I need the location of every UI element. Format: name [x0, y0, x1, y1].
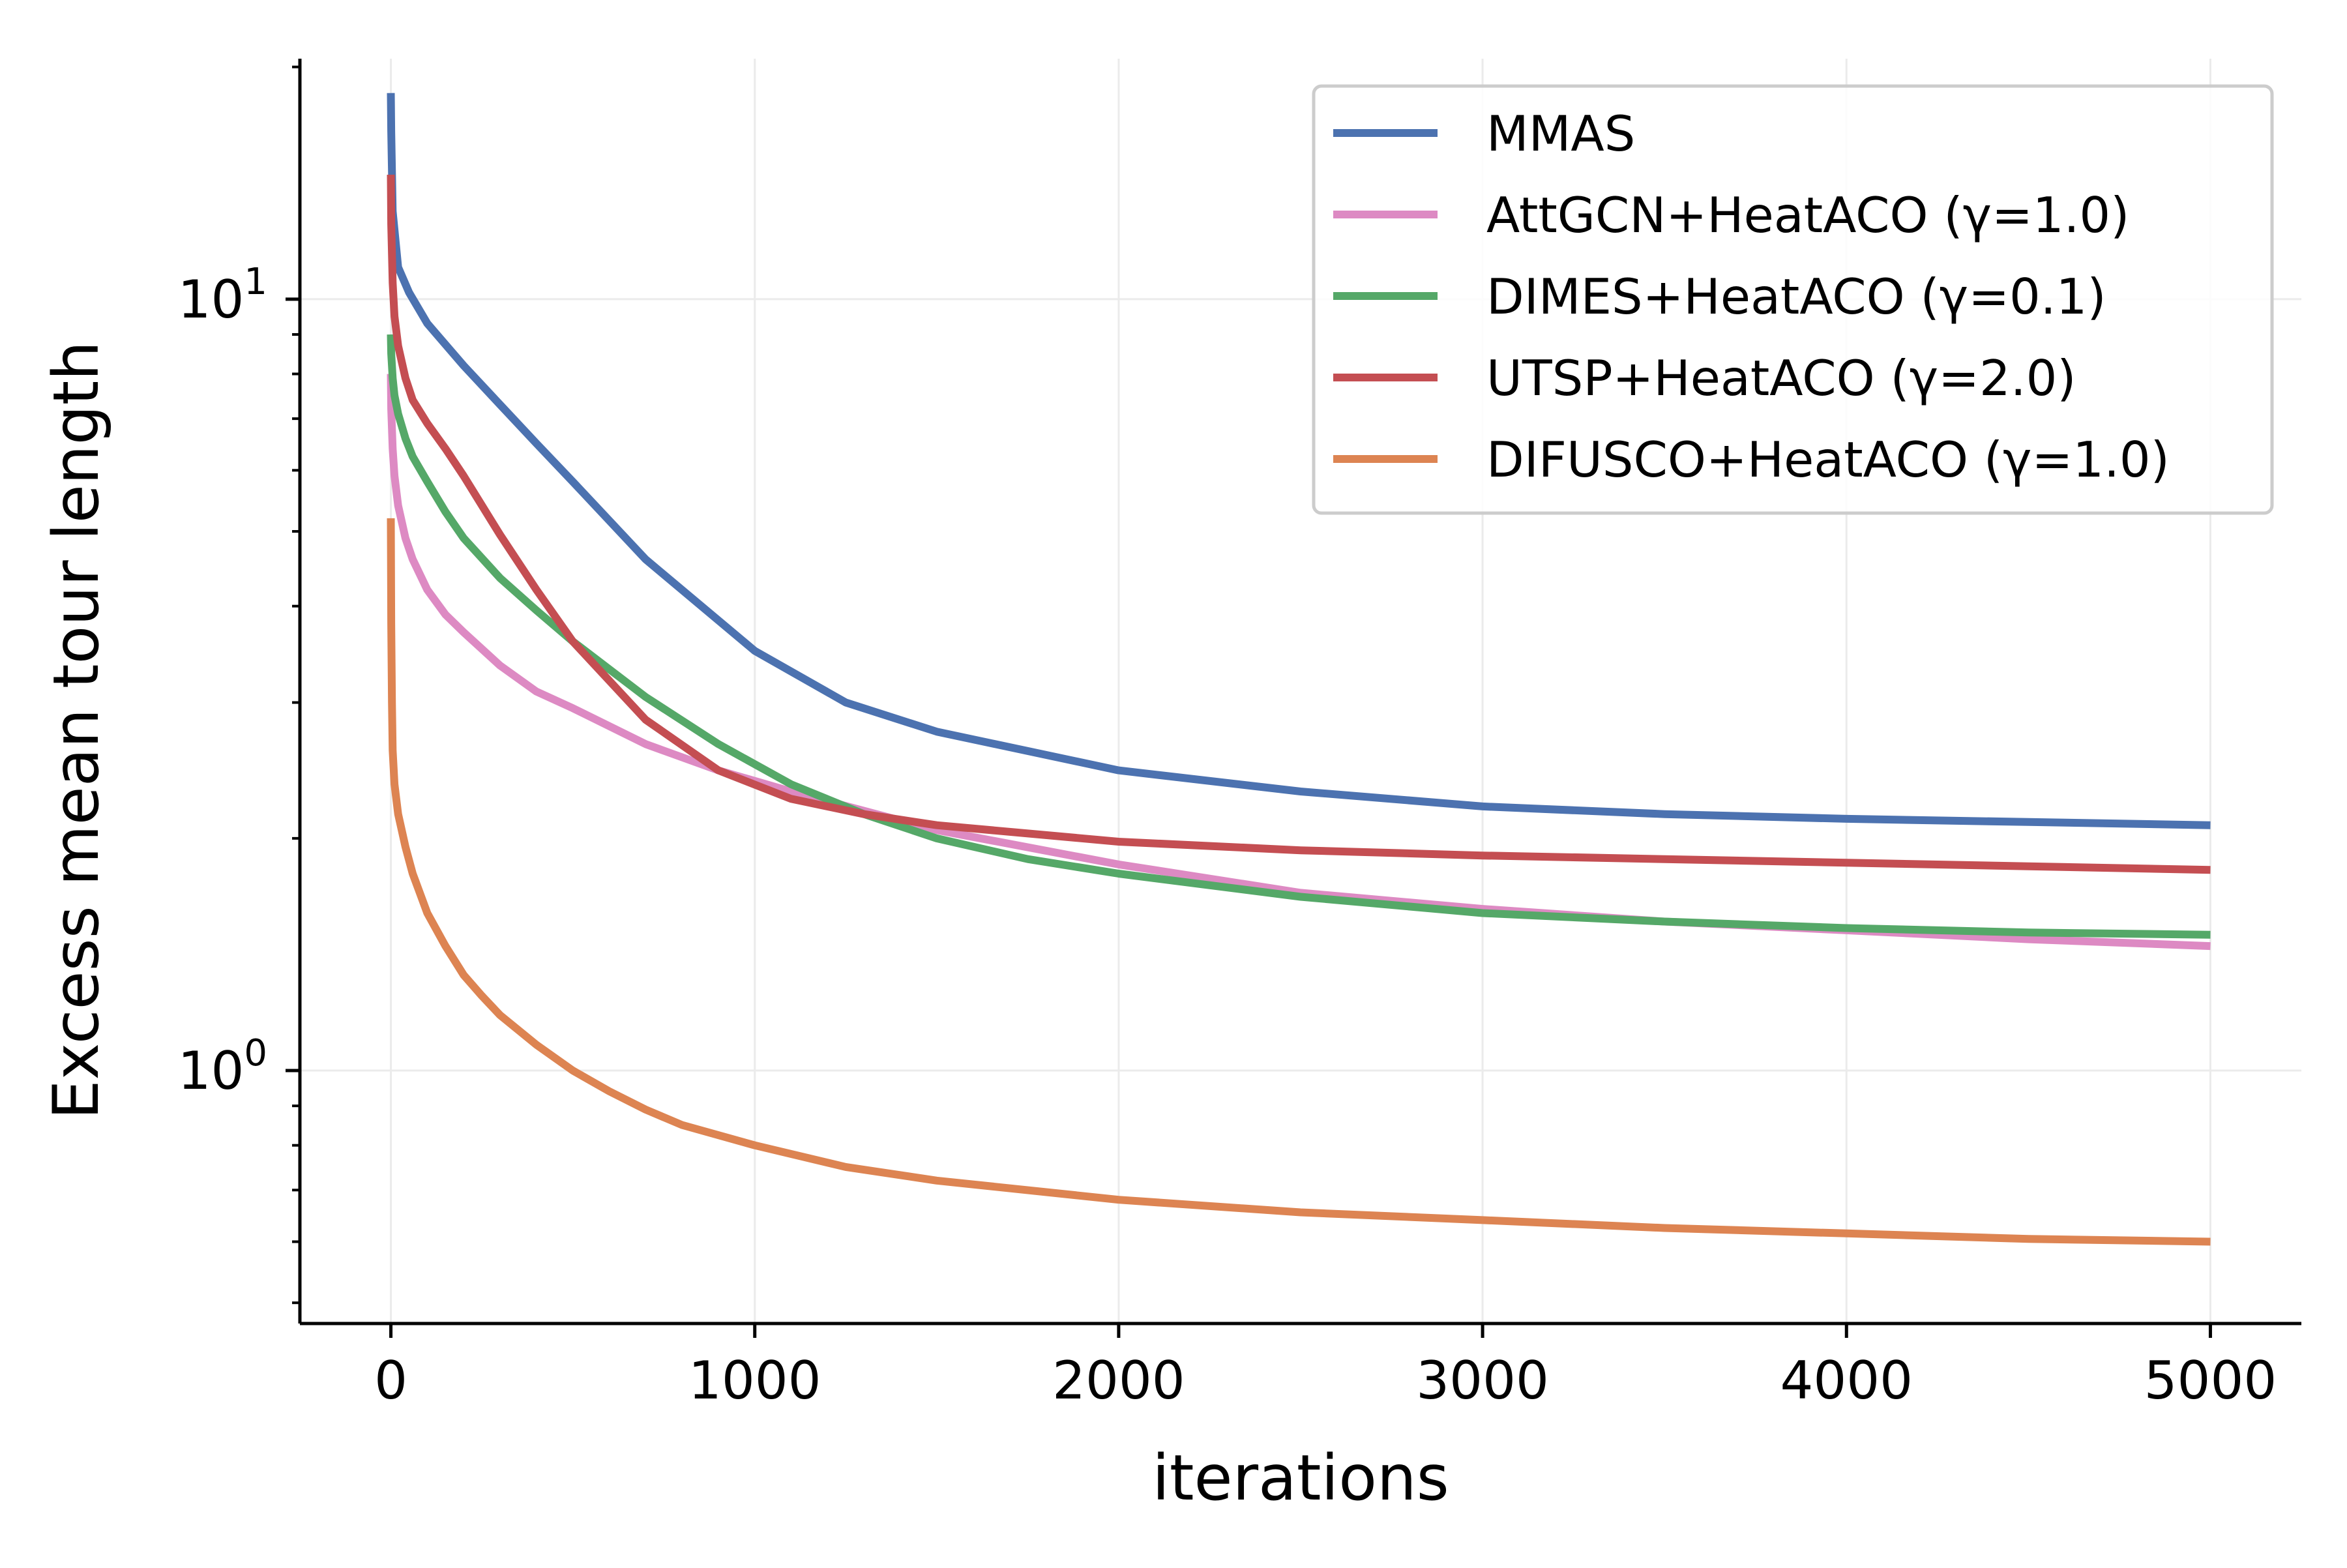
legend-box	[1312, 84, 2274, 515]
ticks: 0 1000 2000 3000 4000 5000 100 101	[178, 65, 2277, 1411]
legend-label-4: UTSP+HeatACO (γ=2.0)	[1486, 349, 2076, 407]
x-axis-title: iterations	[1152, 1442, 1449, 1515]
x-tick-label: 4000	[1780, 1350, 1913, 1411]
legend-label-2: AttGCN+HeatACO (γ=1.0)	[1486, 186, 2129, 244]
series-line-1	[387, 93, 2211, 829]
y-tick-label: 100	[178, 1032, 267, 1101]
x-tick-label: 2000	[1052, 1350, 1185, 1411]
x-tick-label: 5000	[2144, 1350, 2277, 1411]
y-axis-title: Excess mean tour length	[40, 341, 113, 1119]
x-tick-label: 0	[374, 1350, 407, 1411]
series-lines	[387, 93, 2211, 1246]
series-line-4	[387, 174, 2211, 874]
legend-label-3: DIMES+HeatACO (γ=0.1)	[1486, 268, 2106, 325]
legend-label-1: MMAS	[1486, 105, 1635, 162]
legend: MMAS AttGCN+HeatACO (γ=1.0) DIMES+HeatACO …	[1312, 84, 2274, 515]
legend-label-5: DIFUSCO+HeatACO (γ=1.0)	[1486, 431, 2170, 488]
series-line-5	[387, 518, 2211, 1246]
x-tick-label: 1000	[688, 1350, 821, 1411]
series-line-3	[387, 334, 2211, 939]
axes	[298, 59, 2301, 1325]
y-tick-label: 101	[178, 261, 267, 330]
x-tick-label: 3000	[1416, 1350, 1549, 1411]
